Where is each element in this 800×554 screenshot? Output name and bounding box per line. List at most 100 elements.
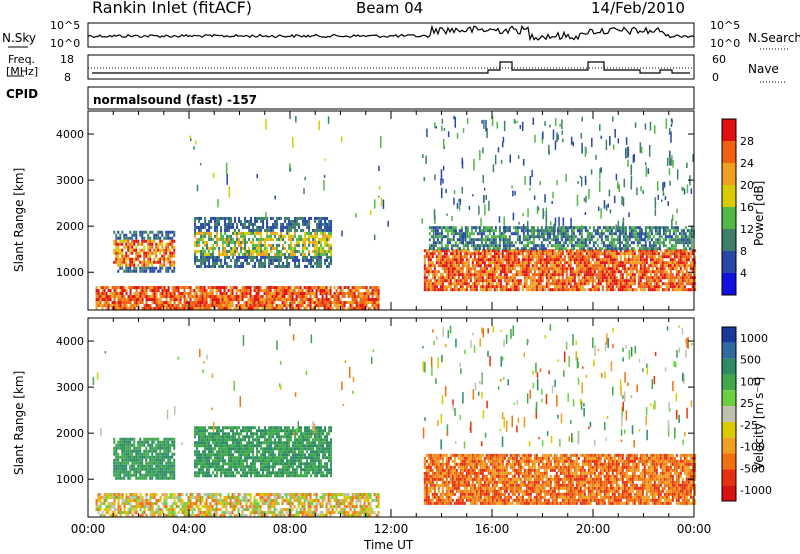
freq-left-tick-top: 18 [60,53,74,66]
data-cell [607,261,610,265]
data-cell [141,467,144,471]
data-cell [450,232,453,236]
data-cell [633,252,636,256]
data-cell [121,461,124,465]
data-cell [214,258,217,262]
data-cell [551,264,554,268]
data-cell [155,449,158,453]
data-cell [656,238,659,242]
data-cell [489,264,492,268]
data-cell [194,465,197,469]
data-cell [557,258,560,262]
data-cell [223,304,226,308]
data-cell [576,226,579,230]
data-cell [567,258,570,262]
data-cell [482,247,485,251]
data-cell [200,252,203,256]
data-cell [445,288,448,292]
data-cell [460,226,463,230]
data-cell [531,255,534,259]
data-cell [637,276,640,280]
data-cell [613,273,616,277]
data-cell [137,239,140,243]
data-cell [616,229,619,233]
data-cell [230,234,233,238]
data-cell [315,295,318,299]
data-cell [171,476,174,480]
data-cell [278,261,281,265]
data-cell [434,235,437,239]
data-cell [127,248,130,252]
data-cell [215,298,218,302]
data-cell [551,276,554,280]
data-cell [212,243,215,247]
data-cell [135,461,138,465]
data-cell [458,235,461,239]
data-cell [583,276,586,280]
data-cell [208,237,211,241]
data-cell [603,264,606,268]
data-cell [429,282,432,286]
data-cell [457,255,460,259]
data-cell [505,276,508,280]
data-cell [588,232,591,236]
data-cell [285,307,288,311]
data-cell [575,249,578,253]
data-cell [283,289,286,293]
data-cell [573,273,576,277]
data-cell [141,286,144,290]
data-cell [357,292,360,296]
data-cell [139,254,142,258]
data-cell [527,264,530,268]
data-cell [133,248,136,252]
data-cell [647,252,650,256]
data-cell [155,298,158,302]
data-cell [612,226,615,230]
data-cell [511,264,514,268]
data-cell [631,264,634,268]
data-cell [456,232,459,236]
data-cell [318,258,321,262]
data-cell [460,241,463,245]
data-cell [202,450,205,454]
data-cell [333,295,336,299]
data-cell [131,455,134,459]
data-cell [539,249,542,253]
data-cell [197,295,200,299]
data-cell [517,249,520,253]
data-cell [103,292,106,296]
data-cell [236,234,239,238]
data-cell [653,270,656,274]
data-cell [685,282,688,286]
data-cell [131,295,134,299]
data-cell [143,266,146,270]
data-cell [485,255,488,259]
data-cell [205,301,208,305]
data-cell [280,222,283,226]
data-cell [296,240,299,244]
data-cell [330,252,333,256]
data-cell [121,476,124,480]
data-cell [597,249,600,253]
data-cell [513,279,516,283]
data-cell [315,301,318,305]
data-cell [629,276,632,280]
data-cell [595,255,598,259]
data-cell [498,238,501,242]
data-cell [143,452,146,456]
data-cell [447,249,450,253]
data-cell [437,279,440,283]
data-cell [644,235,647,239]
data-cell [324,225,327,229]
data-cell [208,264,211,268]
data-cell [355,304,358,308]
data-cell [159,286,162,290]
data-cell [308,222,311,226]
data-cell [439,288,442,292]
data-cell [329,307,332,311]
data-cell [686,241,689,245]
data-cell [232,252,235,256]
data-cell [485,285,488,289]
data-cell [145,263,148,267]
data-cell [494,247,497,251]
